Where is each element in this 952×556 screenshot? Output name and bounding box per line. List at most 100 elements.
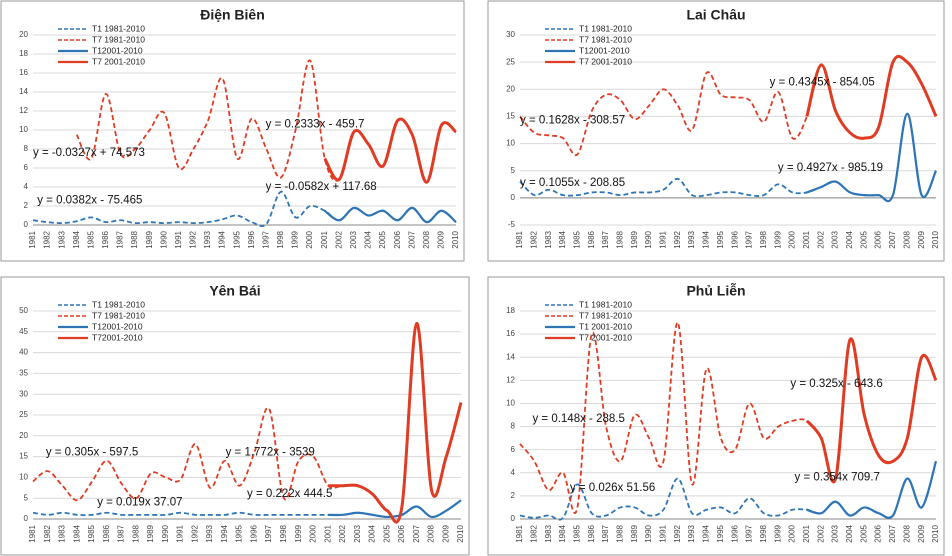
x-tick-label: 1993 bbox=[687, 524, 696, 542]
x-tick-label: 1995 bbox=[716, 230, 725, 248]
x-tick-label: 1986 bbox=[102, 524, 111, 542]
x-tick-label: 1994 bbox=[702, 230, 711, 248]
x-tick-label: 2008 bbox=[902, 524, 911, 542]
x-tick-label: 2004 bbox=[845, 524, 854, 542]
x-tick-label: 1985 bbox=[572, 524, 581, 542]
y-tick-label: 0 bbox=[24, 220, 29, 229]
x-tick-label: 2004 bbox=[368, 524, 377, 542]
x-tick-label: 2007 bbox=[412, 524, 421, 542]
trend-equation: y = 0.2333x - 459.7 bbox=[266, 118, 365, 130]
series-line bbox=[328, 499, 462, 519]
x-tick-label: 1986 bbox=[587, 524, 596, 542]
x-tick-label: 1993 bbox=[203, 230, 212, 248]
y-tick-label: 18 bbox=[506, 306, 515, 315]
y-tick-label: 4 bbox=[24, 182, 29, 191]
y-tick-label: 15 bbox=[506, 112, 515, 121]
legend-label: T7 1981-2010 bbox=[579, 310, 632, 320]
chart-title: Lai Châu bbox=[686, 7, 745, 23]
x-tick-label: 2001 bbox=[802, 524, 811, 542]
x-tick-label: 1988 bbox=[130, 230, 139, 248]
x-tick-label: 2008 bbox=[902, 230, 911, 248]
x-tick-label: 2003 bbox=[349, 230, 358, 248]
legend-label: T72001-2010 bbox=[92, 332, 143, 342]
x-tick-label: 2008 bbox=[427, 524, 436, 542]
y-tick-label: -5 bbox=[508, 220, 516, 229]
x-tick-label: 2010 bbox=[456, 524, 465, 542]
y-tick-label: 35 bbox=[19, 369, 28, 378]
x-tick-label: 1997 bbox=[264, 524, 273, 542]
x-tick-label: 1991 bbox=[659, 524, 668, 542]
x-tick-label: 2004 bbox=[364, 230, 373, 248]
series-line bbox=[805, 337, 938, 484]
legend-label: T1 1981-2010 bbox=[579, 23, 632, 33]
legend-label: T1 1981-2010 bbox=[92, 23, 145, 33]
trend-equation: y = 0.305x - 597.5 bbox=[46, 446, 138, 458]
x-tick-label: 2000 bbox=[305, 230, 314, 248]
trend-equation: y = 0.0382x - 75.465 bbox=[37, 194, 142, 206]
x-tick-label: 2010 bbox=[931, 524, 940, 542]
x-tick-label: 1991 bbox=[176, 524, 185, 542]
x-tick-label: 1994 bbox=[218, 230, 227, 248]
y-tick-label: 30 bbox=[506, 30, 515, 39]
chart-title: Phủ Liễn bbox=[686, 283, 745, 299]
legend-label: T12001-2010 bbox=[579, 45, 630, 55]
x-tick-label: 1998 bbox=[276, 230, 285, 248]
x-tick-label: 1981 bbox=[515, 524, 524, 542]
y-tick-label: 8 bbox=[511, 422, 516, 431]
trend-equation: y = 1.772x - 3539 bbox=[226, 446, 315, 458]
x-tick-label: 2009 bbox=[917, 230, 926, 248]
y-tick-label: 20 bbox=[506, 84, 515, 93]
chart-title: Điện Biên bbox=[200, 7, 265, 23]
x-tick-label: 1981 bbox=[515, 230, 524, 248]
x-tick-label: 1992 bbox=[673, 524, 682, 542]
series-line bbox=[805, 54, 938, 140]
x-tick-label: 1985 bbox=[86, 230, 95, 248]
x-tick-label: 2002 bbox=[338, 524, 347, 542]
trend-equation: y = 0.325x - 643.6 bbox=[790, 378, 882, 390]
trend-equation: y = -0.0327x + 74.573 bbox=[33, 147, 145, 159]
x-tick-label: 2000 bbox=[788, 524, 797, 542]
y-tick-label: 14 bbox=[506, 352, 515, 361]
x-tick-label: 1992 bbox=[189, 230, 198, 248]
y-tick-label: 10 bbox=[506, 139, 515, 148]
x-tick-label: 1981 bbox=[28, 524, 37, 542]
x-tick-label: 2008 bbox=[422, 230, 431, 248]
x-tick-label: 1987 bbox=[601, 524, 610, 542]
y-tick-label: 8 bbox=[24, 144, 29, 153]
x-tick-label: 1984 bbox=[72, 230, 81, 248]
x-tick-label: 1983 bbox=[58, 524, 67, 542]
x-tick-label: 1989 bbox=[145, 230, 154, 248]
x-tick-label: 1982 bbox=[43, 524, 52, 542]
chart: Yên Bái 0 5 10 15 20 25 30 35 40 45 50 1981 1982 1983 1… bbox=[19, 283, 465, 543]
legend-label: T7 1981-2010 bbox=[579, 34, 632, 44]
x-tick-label: 2005 bbox=[378, 230, 387, 248]
x-tick-label: 2001 bbox=[320, 230, 329, 248]
chart-title: Yên Bái bbox=[209, 283, 260, 299]
x-tick-label: 1990 bbox=[159, 230, 168, 248]
x-tick-label: 2009 bbox=[917, 524, 926, 542]
x-tick-label: 2010 bbox=[451, 230, 460, 248]
x-tick-label: 1989 bbox=[146, 524, 155, 542]
y-tick-label: 15 bbox=[19, 452, 28, 461]
x-tick-label: 2006 bbox=[393, 230, 402, 248]
x-tick-label: 2002 bbox=[816, 230, 825, 248]
trend-equation: y = -0.0582x + 117.68 bbox=[266, 181, 377, 193]
trend-equation: y = 0.222x 444.5 bbox=[247, 488, 332, 500]
x-tick-label: 1998 bbox=[759, 524, 768, 542]
y-tick-label: 6 bbox=[511, 445, 516, 454]
y-tick-label: 30 bbox=[19, 389, 28, 398]
x-tick-label: 1990 bbox=[161, 524, 170, 542]
x-tick-label: 1996 bbox=[247, 230, 256, 248]
x-tick-label: 2006 bbox=[874, 230, 883, 248]
series-line bbox=[323, 117, 457, 184]
x-tick-label: 2009 bbox=[441, 524, 450, 542]
x-tick-label: 1995 bbox=[235, 524, 244, 542]
y-tick-label: 6 bbox=[24, 163, 29, 172]
x-tick-label: 1998 bbox=[759, 230, 768, 248]
x-tick-label: 1986 bbox=[101, 230, 110, 248]
trend-equation: y = 0.4345x - 854.05 bbox=[770, 77, 875, 89]
x-tick-label: 1987 bbox=[117, 524, 126, 542]
x-tick-label: 1999 bbox=[773, 524, 782, 542]
x-tick-label: 1987 bbox=[116, 230, 125, 248]
x-tick-label: 1996 bbox=[730, 524, 739, 542]
